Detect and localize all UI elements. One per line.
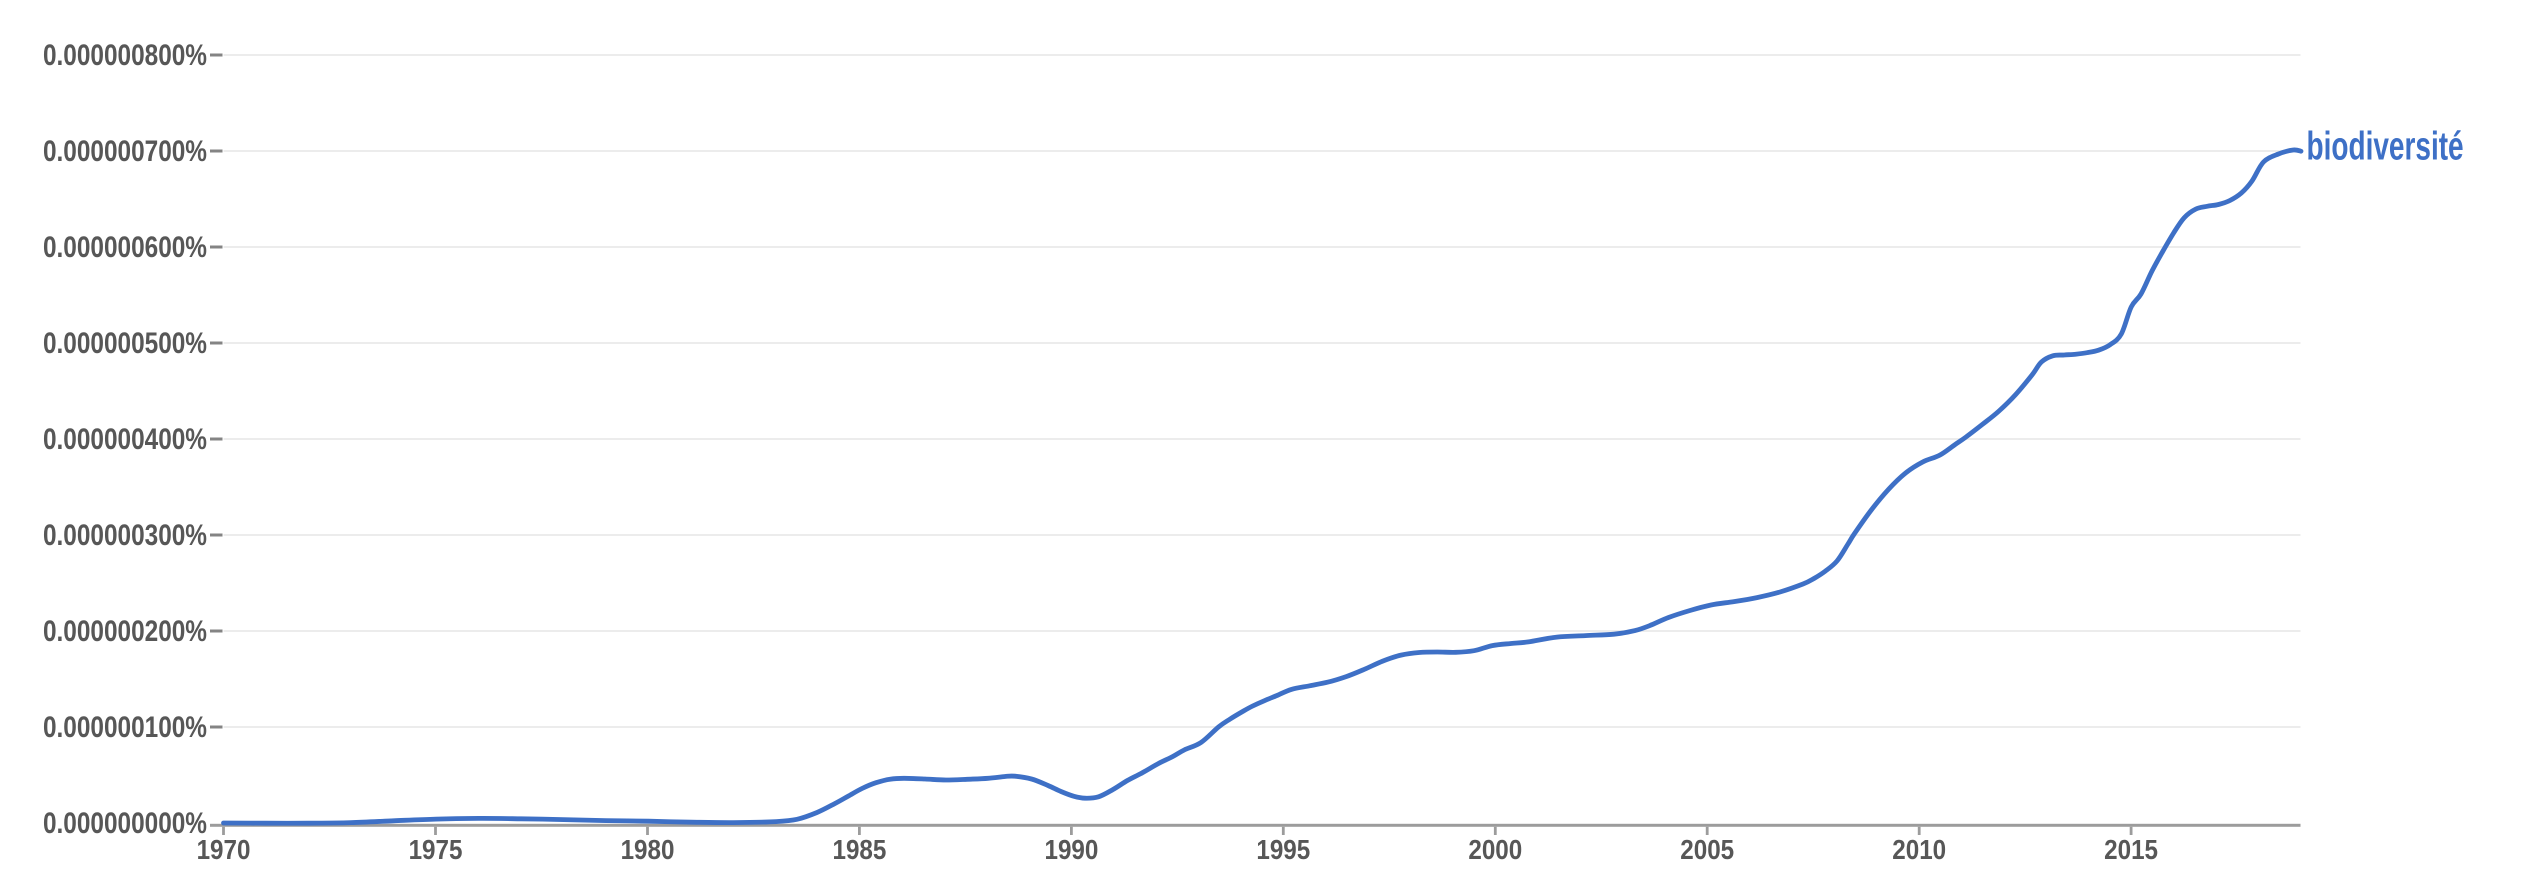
svg-text:0.000000600%: 0.000000600% — [43, 231, 207, 264]
svg-text:2015: 2015 — [2104, 833, 2158, 865]
svg-text:1980: 1980 — [621, 833, 675, 865]
svg-text:0.000000800%: 0.000000800% — [43, 39, 207, 72]
svg-text:1985: 1985 — [832, 833, 886, 865]
svg-text:0.000000700%: 0.000000700% — [43, 135, 207, 168]
svg-text:0.000000500%: 0.000000500% — [43, 327, 207, 360]
svg-text:1995: 1995 — [1256, 833, 1310, 865]
svg-text:1975: 1975 — [409, 833, 463, 865]
svg-text:biodiversité: biodiversité — [2307, 125, 2464, 169]
svg-text:0.000000400%: 0.000000400% — [43, 423, 207, 456]
svg-text:1970: 1970 — [197, 833, 251, 865]
svg-text:0.000000200%: 0.000000200% — [43, 615, 207, 648]
svg-text:0.000000000%: 0.000000000% — [43, 807, 207, 840]
svg-text:1990: 1990 — [1044, 833, 1098, 865]
svg-text:2000: 2000 — [1468, 833, 1522, 865]
svg-text:0.000000100%: 0.000000100% — [43, 711, 207, 744]
svg-text:0.000000300%: 0.000000300% — [43, 519, 207, 552]
svg-text:2005: 2005 — [1680, 833, 1734, 865]
svg-text:2010: 2010 — [1892, 833, 1946, 865]
